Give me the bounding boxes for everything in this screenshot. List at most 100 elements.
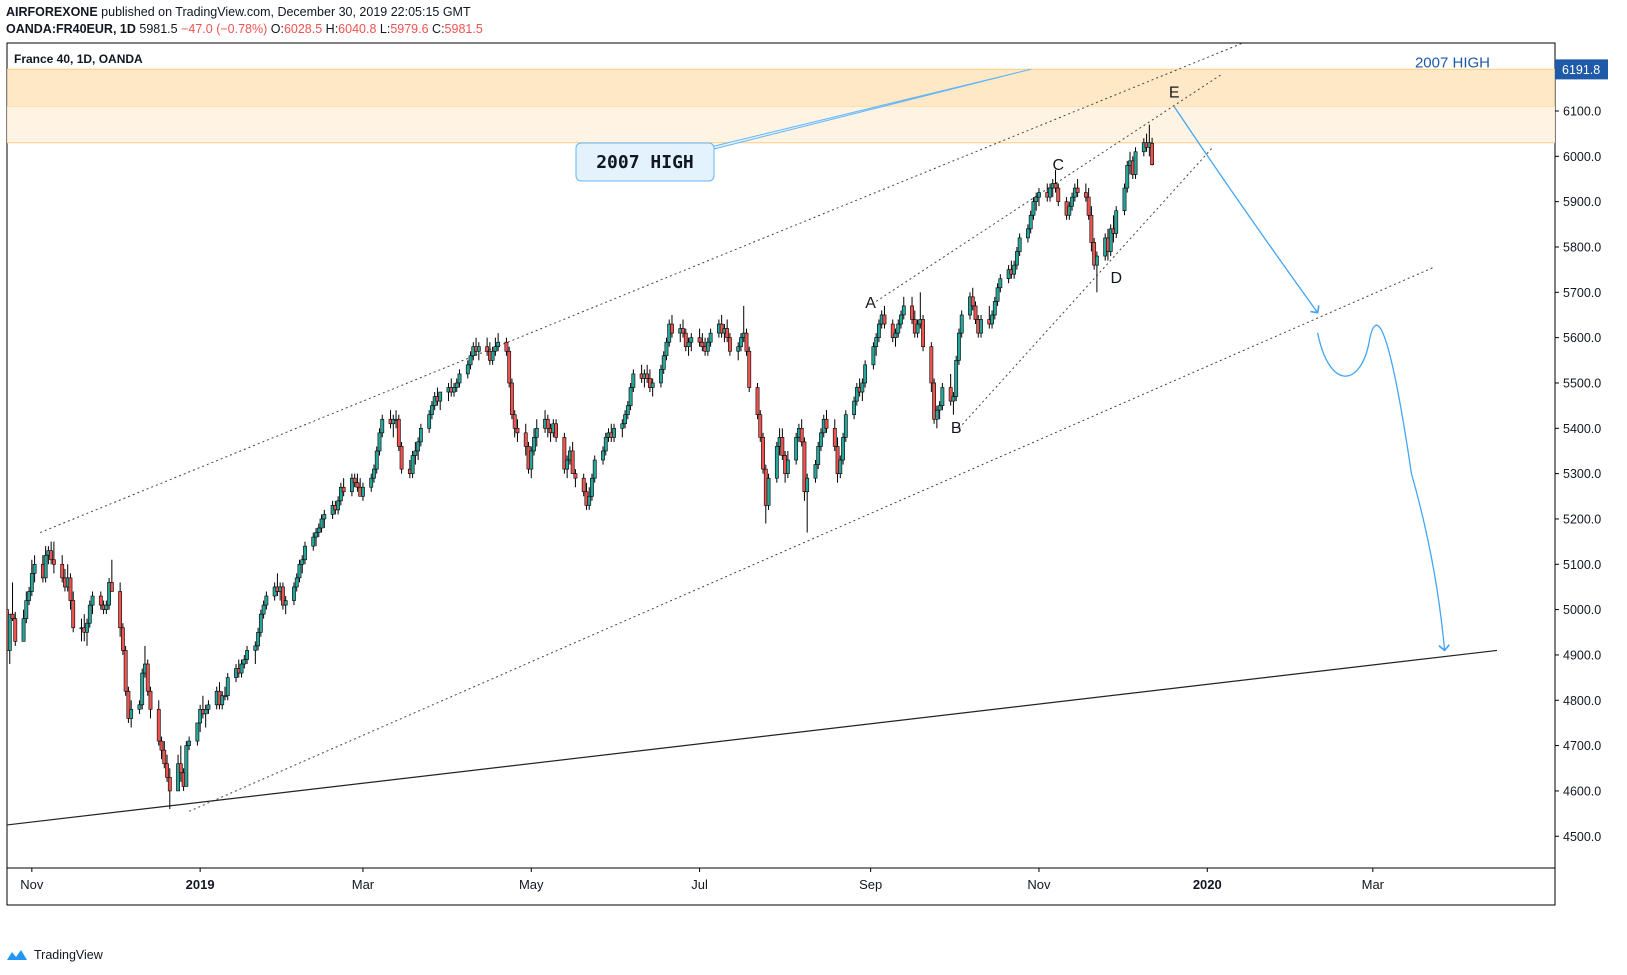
candle [145,659,150,696]
candle-body [198,709,203,724]
candle-body [515,428,520,434]
candle-body [661,355,666,370]
candle-body [485,346,490,352]
candle [744,328,749,356]
candle-body [901,305,906,316]
candle-body [418,428,423,443]
candle [758,410,763,442]
candle-body [438,391,443,402]
candle [1017,233,1022,257]
candle [413,441,418,465]
candle-body [1053,183,1058,189]
candle [253,641,258,665]
candle-body [871,346,876,366]
low-label: L: [379,22,391,36]
candle-body [785,459,790,474]
candle-body [545,418,550,429]
candle [686,337,691,356]
candle-body [374,450,379,470]
candle [311,532,316,551]
candle [899,310,903,329]
candle-body [126,690,131,719]
candle [504,337,509,356]
candle-body [957,332,961,361]
candle-body [1028,214,1033,230]
candle [1083,183,1088,202]
candle-body [294,577,299,588]
candle [725,319,730,343]
publish-info: AIRFOREXONE published on TradingView.com… [6,5,471,19]
candle [838,455,843,479]
y-tick-label: 5300.0 [1563,467,1601,481]
candle-body [355,482,360,488]
candle-body [129,709,134,719]
last-price: 5981.5 [139,22,178,36]
candle [123,645,128,696]
candle-body [361,486,365,497]
y-tick-label: 5600.0 [1563,331,1601,345]
candle-body [700,341,705,348]
candle [245,645,249,665]
candle [341,478,346,497]
candle-body [747,350,752,388]
resistance-zone-upper [7,69,1555,107]
candle [118,582,123,637]
candle-body [1095,255,1099,266]
candle [137,700,142,714]
candle-body [242,659,247,665]
candle-body [766,477,771,506]
candle [545,414,550,438]
candle-body [341,486,346,493]
candle-body [1026,228,1030,239]
candle [7,613,12,665]
high-label: H: [325,22,339,36]
candle-body [24,600,29,619]
candle-body [338,486,343,502]
candle [418,423,423,447]
candle [303,541,307,565]
candle-body [206,704,211,710]
low-value: 5979.6 [390,22,429,36]
candle [438,391,443,411]
price-badge [1555,59,1608,80]
candle [468,351,473,370]
candle [697,328,702,347]
chart-frame [6,42,1556,906]
candle [510,378,514,420]
candle-body [413,450,418,456]
candle-body [529,450,534,470]
candle-body [52,559,56,565]
candle [316,523,321,538]
candle [21,609,26,642]
candle [1095,251,1099,293]
candle [937,401,942,420]
candle [178,745,183,782]
x-tick-label: Mar [1362,877,1385,892]
candle-body [7,613,12,651]
candle [854,382,859,406]
candle [490,346,495,365]
candle-body [396,418,401,447]
candle [860,378,865,402]
candle-body [573,473,578,479]
candle-body [1114,210,1119,234]
candle-body [689,337,694,343]
candle [747,346,752,393]
wave-label-e: E [1169,84,1180,101]
candle-body [758,414,763,438]
candle-body [813,464,818,479]
candle-body [874,337,879,348]
candle [1089,206,1094,252]
y-tick-label: 4900.0 [1563,648,1601,662]
candle [452,382,456,397]
candle [322,509,327,529]
candle [1034,192,1039,211]
candle-body [145,663,150,692]
candle-body [336,500,341,511]
y-tick-label: 4600.0 [1563,784,1601,798]
candle-body [1067,205,1072,216]
candle [1037,188,1041,207]
candle [951,392,956,415]
candle-body [603,437,608,452]
